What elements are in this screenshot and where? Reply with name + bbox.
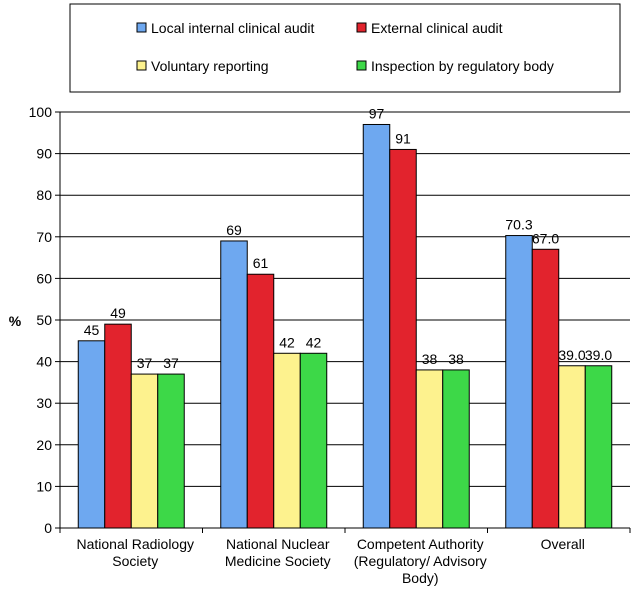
legend-swatch [136,22,147,33]
bar [442,369,470,529]
bar [220,240,248,529]
bar [584,365,613,529]
x-tick-label: Competent Authority (Regulatory/ Advisory… [354,536,487,586]
legend-label: External clinical audit [371,20,503,36]
bar-value-label: 37 [137,355,153,371]
x-tick-label: Overall [541,536,585,552]
bar-value-label: 97 [369,105,385,121]
bar-value-label: 38 [422,351,438,367]
x-axis-labels: National Radiology Society National Nuclea… [76,536,584,586]
legend-swatch [136,60,147,71]
bar [505,235,533,529]
y-tick-label: 10 [36,478,52,494]
bar-value-label: 39.0 [585,347,612,363]
legend-swatch [356,22,367,33]
legend: Local internal clinical audit External cl… [69,3,621,93]
bar [558,365,586,529]
bar [157,373,185,529]
y-tick-label: 40 [36,354,52,370]
y-tick-label: 90 [36,146,52,162]
bar-value-label: 67.0 [532,230,559,246]
legend-box [69,3,621,93]
y-tick-label: 50 [36,312,52,328]
y-tick-label: 0 [44,520,52,536]
y-axis-ticks: 0 10 20 30 40 50 60 70 80 90 100 [29,104,60,536]
bar [130,373,159,529]
bar [362,123,391,529]
y-tick-label: 20 [36,437,52,453]
bar-value-label: 61 [253,255,269,271]
y-tick-label: 30 [36,395,52,411]
bar [104,323,132,529]
legend-swatch [356,60,367,71]
bar-value-label: 45 [84,322,100,338]
bar [299,352,328,529]
bar [77,340,106,529]
y-tick-label: 80 [36,187,52,203]
bar-value-label: 42 [279,334,295,350]
bar-value-label: 39.0 [558,347,585,363]
x-tick-label: National Nuclear Medicine Society [225,536,331,569]
y-tick-label: 70 [36,229,52,245]
bar-value-label: 69 [226,222,242,238]
bar [415,369,444,529]
bar-value-label: 91 [395,130,411,146]
bar-value-label: 42 [306,334,322,350]
bars: 45 49 37 37 69 61 42 42 97 91 38 38 70.367.0 39.0 39.0 [59,105,631,533]
bar-value-label: 37 [163,355,179,371]
x-tick-label: National Radiology Society [76,536,194,569]
bar [273,352,301,529]
bar [531,248,560,529]
legend-label: Voluntary reporting [151,58,269,74]
bar-value-label: 70.3 [505,217,532,233]
bar-value-label: 49 [110,305,126,321]
y-tick-label: 100 [29,104,53,120]
bar [389,148,417,529]
y-tick-label: 60 [36,270,52,286]
legend-label: Local internal clinical audit [151,20,315,36]
y-axis-label: % [9,313,22,329]
legend-label: Inspection by regulatory body [371,58,554,74]
bar-value-label: 38 [448,351,464,367]
bar [246,273,275,529]
